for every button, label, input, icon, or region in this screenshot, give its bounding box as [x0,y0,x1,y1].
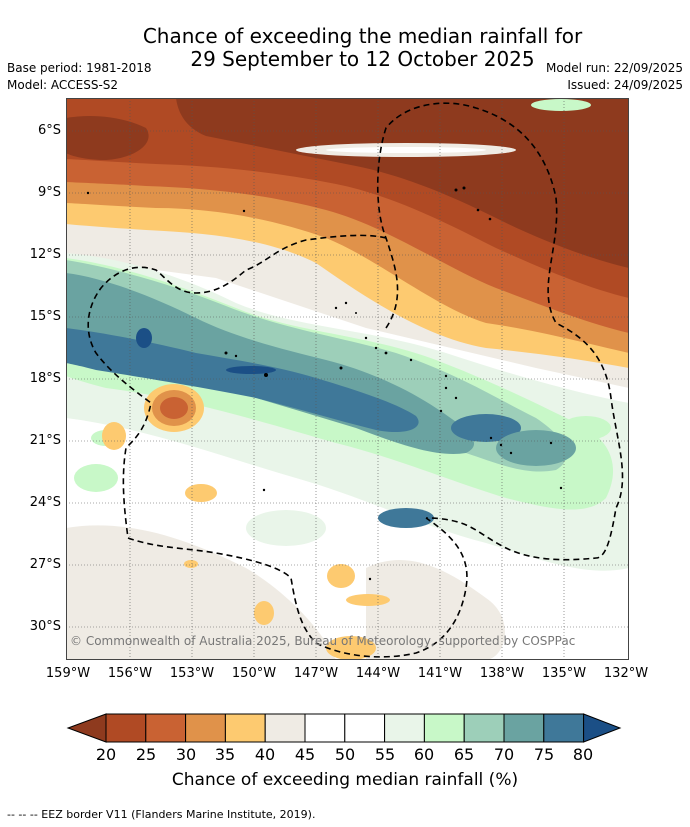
zone-25-30-dry-patch [160,397,188,419]
colorbar-bin-50-55 [344,713,386,743]
graticule [66,98,629,660]
colorbar-tick-60: 60 [413,745,435,764]
map-title-line1: Chance of exceeding the median rainfall … [142,24,583,48]
zone-75-80-belt [66,328,419,433]
lat-label-21s: 21°S [29,433,61,448]
colorbar-bin-60-65 [423,713,465,743]
rainfall-probability-map [66,98,629,660]
zone-above-80-central [226,366,276,374]
eez-legend: -- -- -- EEZ border V11 (Flanders Marine… [7,808,316,821]
colorbar-tick-40: 40 [254,745,276,764]
colorbar [66,713,622,743]
zone-below-20-west [66,116,149,160]
colorbar-tick-70: 70 [493,745,515,764]
zone-70-75-east [496,430,576,466]
lat-label-15s: 15°S [29,309,61,324]
lat-label-30s: 30°S [29,619,61,634]
lon-label-138w: 138°W [479,666,525,681]
colorbar-bin-65-70 [463,713,505,743]
eez-border-east [376,102,624,561]
colorbar-bin-45-50 [304,713,346,743]
zone-60-65-southeast [561,416,611,440]
model-name: Model: ACCESS-S2 [7,78,119,92]
colorbar-extend-high [583,713,622,743]
colorbar-tick-20: 20 [95,745,117,764]
zone-55-60-south [246,510,326,546]
zone-60-65-southwest [74,464,118,492]
islands [86,186,563,581]
colorbar-bin-40-45 [264,713,306,743]
zone-35-40-patch-g [184,560,198,568]
model-run-date: Model run: 22/09/2025 [545,61,683,75]
zone-35-40-patch-d [346,594,390,606]
map-copyright: © Commonwealth of Australia 2025, Bureau… [70,634,576,648]
map-frame [66,98,629,660]
zone-35-40-patch-e [254,601,274,625]
lat-label-9s: 9°S [37,185,61,200]
colorbar-tick-30: 30 [175,745,197,764]
colorbar-bin-70-75 [503,713,545,743]
zone-35-40-patch-a [102,422,126,450]
zone-35-40-patch-b [185,484,217,502]
colorbar-bin-20-25 [105,713,147,743]
zone-75-80-southeast [378,508,434,528]
zone-40-45-southwest [66,525,336,660]
zone-40-45-south [366,559,505,660]
colorbar-tick-35: 35 [214,745,236,764]
lon-label-141w: 141°W [417,666,463,681]
colorbar-label: Chance of exceeding median rainfall (%) [171,770,519,790]
lon-label-132w: 132°W [603,666,649,681]
colorbar-bin-35-40 [224,713,266,743]
issued-date: Issued: 24/09/2025 [567,78,683,92]
colorbar-bin-25-30 [145,713,187,743]
zone-above-80-west [136,328,152,348]
lon-label-159w: 159°W [45,666,91,681]
colorbar-tick-75: 75 [533,745,555,764]
zone-75-80-east [451,414,521,442]
zone-near-median-streak-core [326,147,486,153]
lon-label-150w: 150°W [231,666,277,681]
colorbar-bin-55-60 [384,713,425,743]
colorbar-tick-45: 45 [294,745,316,764]
zone-35-40-patch-c [327,564,355,588]
map-title-line2: 29 September to 12 October 2025 [190,47,535,71]
colorbar-tick-65: 65 [453,745,475,764]
lon-label-147w: 147°W [293,666,339,681]
colorbar-bin-75-80 [543,713,585,743]
colorbar-tick-55: 55 [374,745,396,764]
lat-label-24s: 24°S [29,495,61,510]
lat-label-18s: 18°S [29,371,61,386]
lon-label-153w: 153°W [169,666,215,681]
eez-border-west [87,234,468,658]
lat-label-27s: 27°S [29,557,61,572]
lon-label-135w: 135°W [541,666,587,681]
zone-60-65-north-patch [531,99,591,111]
zone-35-40-patch-f [326,636,376,660]
lon-label-144w: 144°W [355,666,401,681]
lat-label-12s: 12°S [29,247,61,262]
zone-below-20-north [176,98,629,268]
lon-label-156w: 156°W [107,666,153,681]
colorbar-bin-30-35 [185,713,226,743]
colorbar-tick-50: 50 [334,745,356,764]
base-period: Base period: 1981-2018 [7,61,152,75]
colorbar-extend-low [66,713,107,743]
colorbar-tick-80: 80 [572,745,594,764]
lat-label-6s: 6°S [37,123,61,138]
colorbar-tick-25: 25 [135,745,157,764]
